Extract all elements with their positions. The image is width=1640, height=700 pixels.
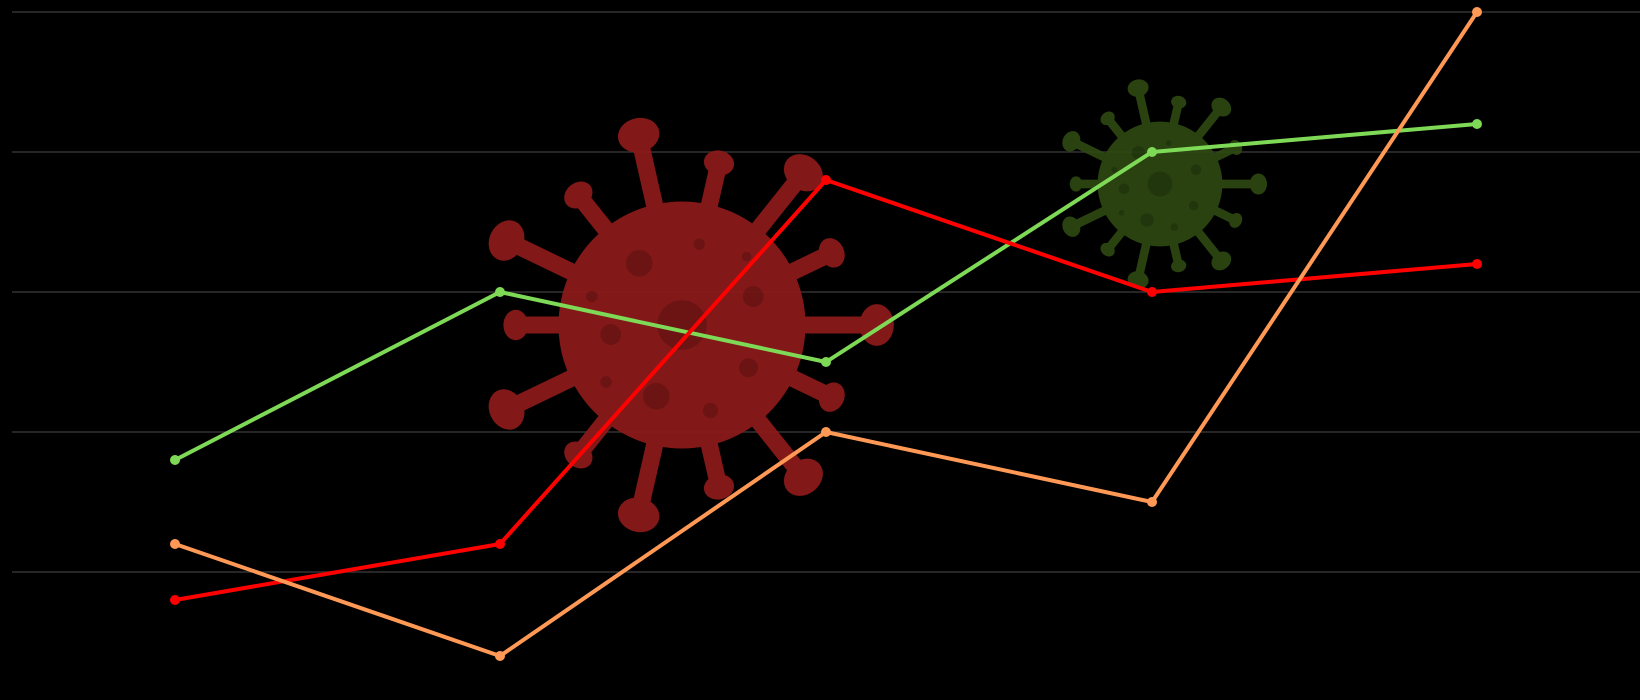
- data-point-0-0: [170, 455, 180, 465]
- data-point-1-2: [821, 175, 831, 185]
- data-point-0-4: [1472, 119, 1482, 129]
- virus-decorations: [488, 79, 1268, 533]
- data-point-0-1: [495, 287, 505, 297]
- virus-icon: [1062, 79, 1268, 289]
- data-point-1-1: [495, 539, 505, 549]
- data-point-2-4: [1472, 7, 1482, 17]
- data-point-0-2: [821, 357, 831, 367]
- data-point-1-0: [170, 595, 180, 605]
- data-point-2-3: [1147, 497, 1157, 507]
- data-point-2-0: [170, 539, 180, 549]
- data-point-0-3: [1147, 147, 1157, 157]
- virus-icon: [488, 117, 894, 533]
- data-point-1-4: [1472, 259, 1482, 269]
- data-point-2-2: [821, 427, 831, 437]
- data-point-2-1: [495, 651, 505, 661]
- grid-lines: [12, 11, 1640, 573]
- series-line-2: [174, 10, 1479, 658]
- series-lines: [170, 7, 1482, 661]
- data-point-1-3: [1147, 287, 1157, 297]
